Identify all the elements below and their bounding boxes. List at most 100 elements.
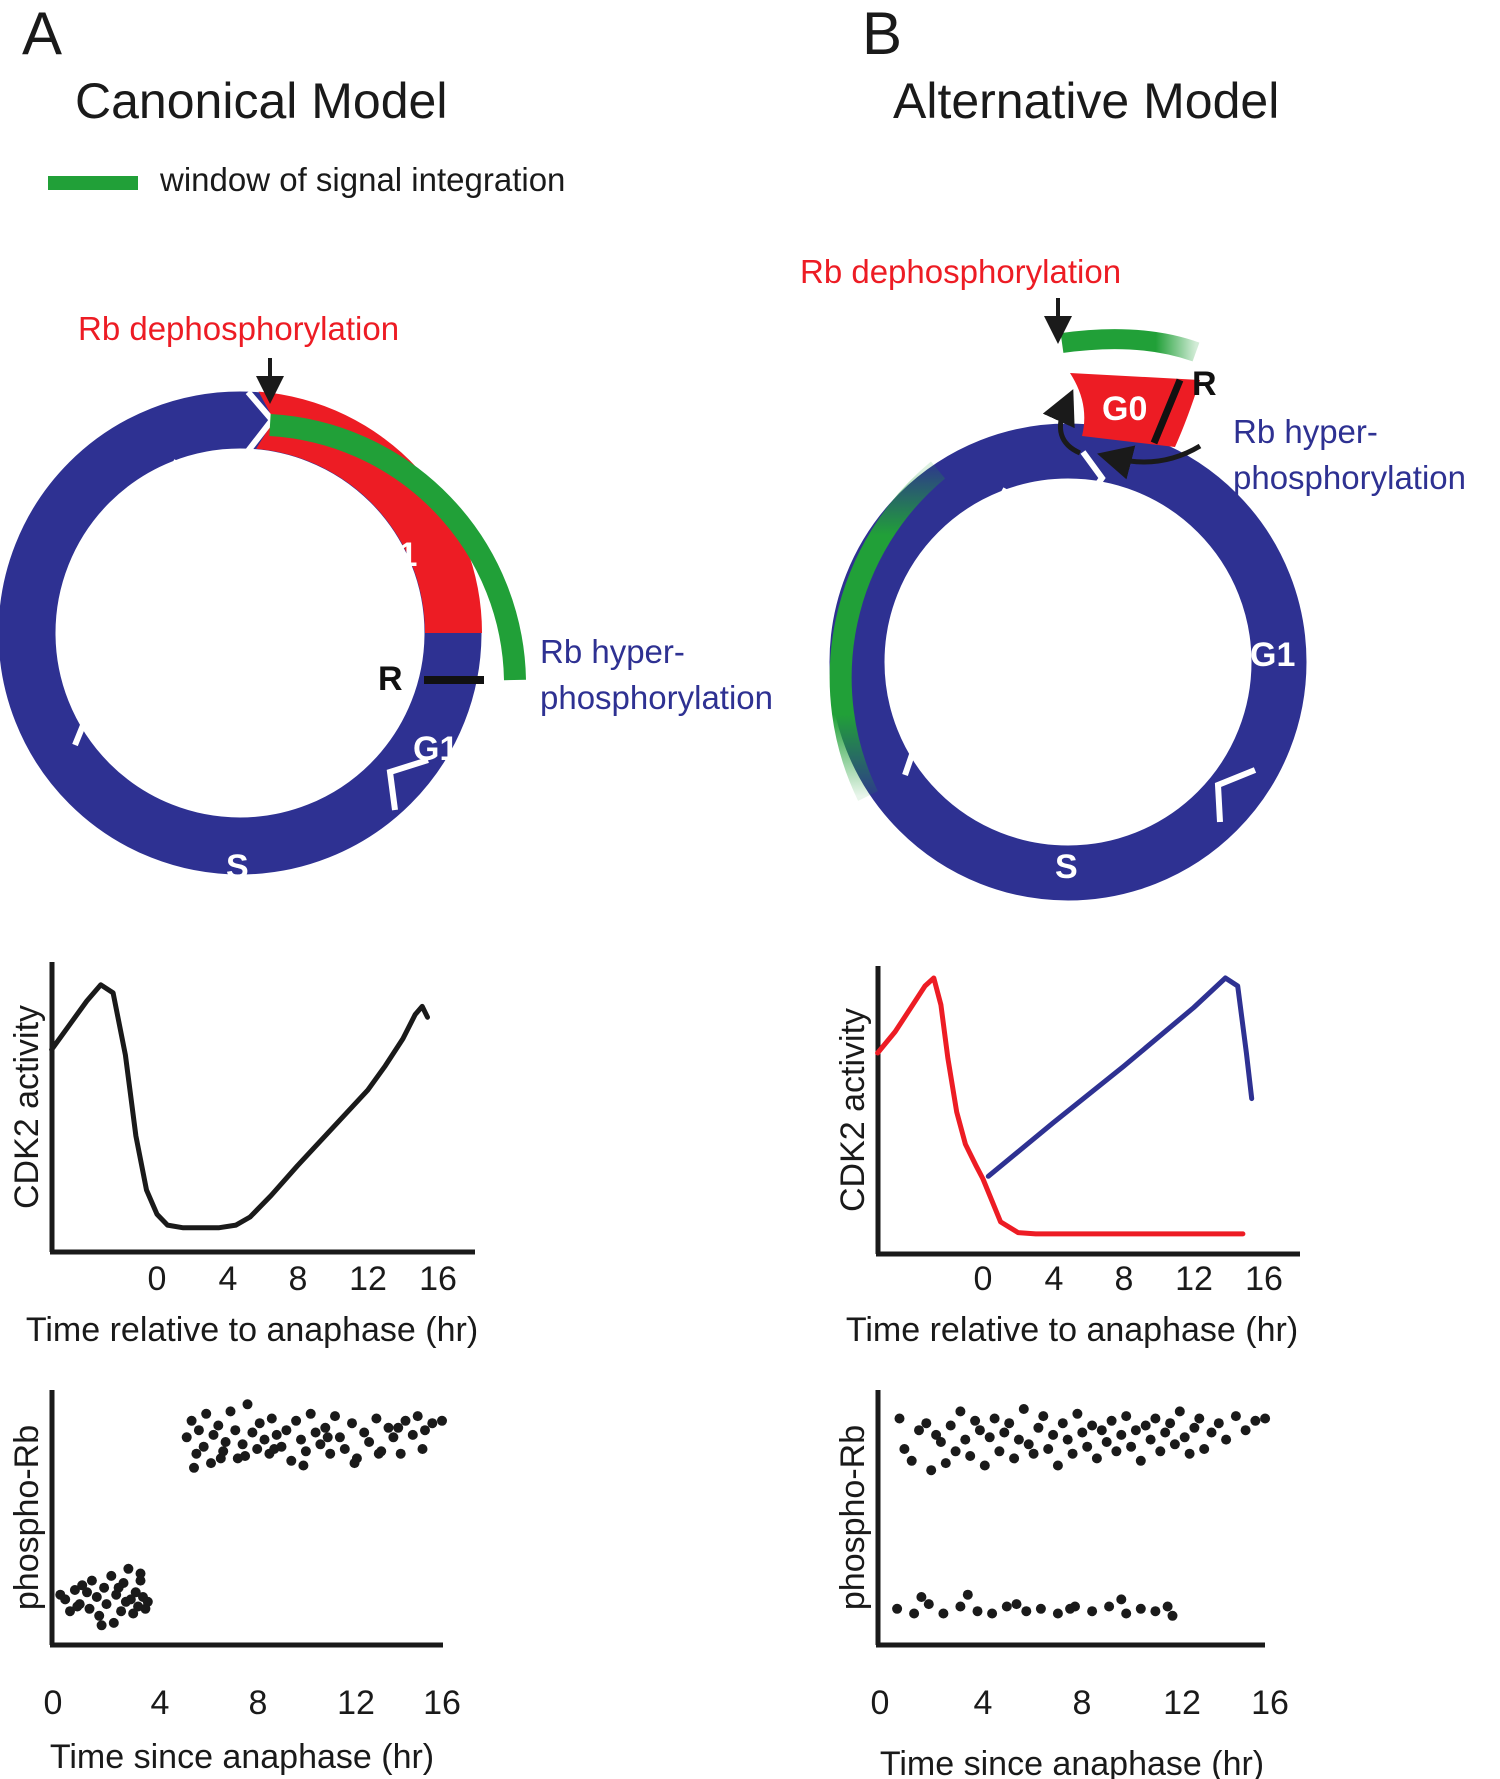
panel-b-title: Alternative Model bbox=[893, 73, 1279, 129]
data-point bbox=[383, 1422, 394, 1433]
data-point bbox=[945, 1420, 956, 1431]
data-point bbox=[909, 1608, 920, 1619]
data-point bbox=[237, 1439, 248, 1450]
data-point bbox=[310, 1427, 321, 1438]
data-point bbox=[189, 1462, 199, 1473]
y-axis-label: phospho-Rb bbox=[8, 1425, 46, 1610]
data-point bbox=[116, 1606, 127, 1617]
data-point bbox=[286, 1455, 297, 1466]
g0-window-arc bbox=[1060, 329, 1200, 362]
phase-g1-bottom-label: G1 bbox=[413, 730, 458, 768]
data-point bbox=[86, 1575, 97, 1586]
hyper-label-b-line1: Rb hyper- bbox=[1233, 413, 1378, 450]
data-point bbox=[322, 1432, 333, 1443]
data-point bbox=[91, 1592, 102, 1602]
data-point bbox=[220, 1437, 231, 1447]
data-point bbox=[281, 1425, 292, 1436]
phase-g1-label-b: G1 bbox=[1250, 636, 1295, 674]
x-tick-label: 16 bbox=[1245, 1260, 1283, 1298]
data-point bbox=[1150, 1413, 1161, 1424]
data-point bbox=[1101, 1437, 1112, 1447]
data-point bbox=[1199, 1444, 1210, 1454]
data-point bbox=[1135, 1455, 1146, 1466]
data-point bbox=[213, 1420, 224, 1431]
x-tick-label: 0 bbox=[148, 1260, 167, 1298]
data-point bbox=[298, 1460, 309, 1471]
data-point bbox=[1052, 1608, 1063, 1619]
data-point bbox=[1087, 1606, 1098, 1617]
cycle-ring-b bbox=[829, 423, 1307, 901]
y-axis-label: CDK2 activity bbox=[834, 1008, 872, 1212]
data-point bbox=[305, 1408, 316, 1419]
data-point bbox=[412, 1411, 423, 1422]
panel-a-cell-cycle: M G1 R G1 S G2 Rb dephosphorylation Rb h… bbox=[0, 310, 773, 886]
data-point bbox=[1126, 1441, 1137, 1452]
hyper-label-b-line2: phosphorylation bbox=[1233, 459, 1466, 496]
y-axis-label: CDK2 activity bbox=[8, 1005, 46, 1209]
data-point bbox=[931, 1429, 942, 1440]
data-point bbox=[1130, 1425, 1141, 1436]
legend-label: window of signal integration bbox=[159, 161, 565, 198]
data-point bbox=[320, 1422, 331, 1433]
data-point bbox=[395, 1448, 406, 1459]
data-point bbox=[1111, 1446, 1122, 1457]
dephos-label-b: Rb dephosphorylation bbox=[800, 253, 1121, 290]
data-point bbox=[371, 1413, 382, 1424]
data-point bbox=[230, 1425, 241, 1436]
data-point bbox=[407, 1429, 418, 1440]
data-point bbox=[330, 1411, 340, 1422]
data-point bbox=[1162, 1601, 1173, 1612]
data-point bbox=[300, 1446, 311, 1457]
data-point bbox=[1001, 1601, 1012, 1612]
data-point bbox=[259, 1434, 270, 1445]
cdk2-chart-b: 0 4 8 12 16 Time relative to anaphase (hr) CDK… bbox=[834, 966, 1300, 1349]
data-point bbox=[926, 1465, 937, 1476]
data-point bbox=[271, 1429, 282, 1440]
data-point bbox=[950, 1446, 961, 1457]
data-point bbox=[1116, 1594, 1127, 1605]
data-point bbox=[1021, 1606, 1032, 1617]
phase-m-label-b: M bbox=[1035, 484, 1063, 522]
x-tick-label: 8 bbox=[1073, 1684, 1092, 1722]
data-point bbox=[1213, 1418, 1224, 1429]
data-point bbox=[437, 1415, 447, 1426]
data-point bbox=[1240, 1425, 1251, 1436]
data-point bbox=[987, 1608, 998, 1619]
data-point bbox=[208, 1429, 219, 1440]
data-point bbox=[315, 1439, 326, 1450]
phase-g0-label: G0 bbox=[1102, 390, 1147, 428]
data-point bbox=[970, 1415, 981, 1426]
data-point bbox=[60, 1594, 71, 1605]
x-tick-label: 12 bbox=[1163, 1684, 1201, 1722]
data-point bbox=[1155, 1446, 1166, 1457]
data-point bbox=[1011, 1599, 1022, 1610]
x-tick-label: 12 bbox=[337, 1684, 375, 1722]
data-point bbox=[96, 1620, 107, 1631]
data-point bbox=[1260, 1413, 1271, 1424]
data-point bbox=[364, 1437, 375, 1447]
data-point bbox=[101, 1599, 112, 1610]
phospho-rb-chart-b: 0 4 8 12 16 Time since anaphase (hr) phospho-R… bbox=[834, 1390, 1289, 1779]
data-point bbox=[955, 1406, 966, 1417]
phase-m-label: M bbox=[221, 484, 249, 522]
data-point bbox=[247, 1427, 258, 1438]
phase-r-label-b: R bbox=[1192, 365, 1217, 403]
data-point bbox=[206, 1458, 216, 1469]
g1-red-arc bbox=[256, 391, 483, 633]
series-line-1 bbox=[985, 975, 1255, 1179]
data-point bbox=[940, 1458, 951, 1469]
data-point bbox=[1221, 1434, 1232, 1445]
data-point bbox=[347, 1418, 357, 1429]
data-point bbox=[938, 1608, 949, 1619]
data-point bbox=[186, 1415, 197, 1426]
signal-window-arc-b bbox=[829, 461, 946, 801]
data-point bbox=[94, 1610, 105, 1621]
data-point bbox=[1009, 1453, 1020, 1464]
cdk2-chart-a: 0 4 8 12 16 Time relative to anaphase (hr) CDK… bbox=[8, 962, 478, 1349]
data-point bbox=[1062, 1434, 1073, 1445]
data-point bbox=[1072, 1408, 1083, 1419]
data-point bbox=[935, 1437, 946, 1447]
data-point bbox=[1096, 1425, 1107, 1436]
data-point bbox=[1023, 1439, 1034, 1450]
data-point bbox=[84, 1603, 95, 1614]
